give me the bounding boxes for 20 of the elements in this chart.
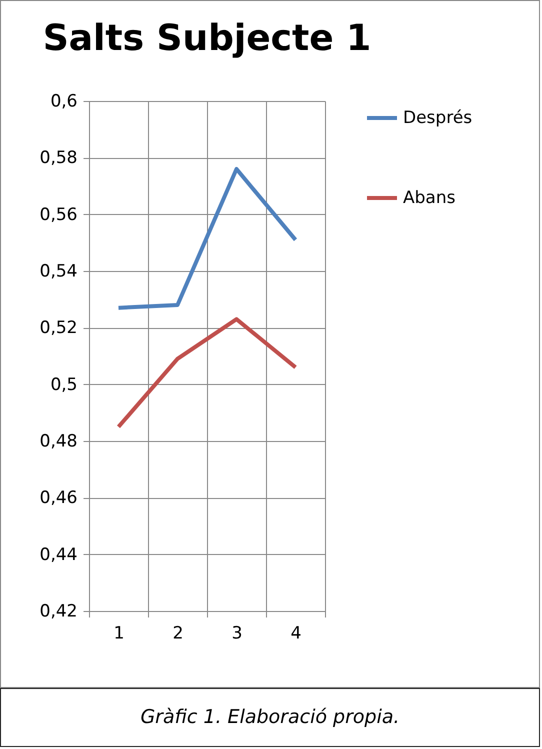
text: Gràfic 1. Elaboració propia. (0, 688, 540, 747)
y-tick-label: 0,44 (40, 544, 78, 565)
line-series (116, 317, 298, 429)
y-tick-label: 0,48 (40, 432, 78, 452)
y-tick-label: 0,56 (40, 204, 78, 225)
y-tick-label: 0,6 (50, 92, 78, 112)
chart-title: Salts Subjecte 1 (42, 18, 372, 59)
x-tick-label: 4 (290, 624, 302, 644)
legend-label: Després (403, 108, 472, 128)
line-series (116, 167, 298, 310)
legend-label: Abans (403, 188, 456, 208)
y-tick-label: 0,46 (40, 488, 78, 508)
y-tick-label: 0,54 (40, 262, 78, 282)
x-tick-label: 3 (232, 624, 242, 644)
y-tick-label: 0,58 (40, 148, 78, 168)
x-tick-label: 2 (172, 624, 184, 644)
x-tick-label: 1 (114, 624, 124, 644)
y-tick-label: 0,42 (40, 602, 78, 622)
y-tick-label: 0,5 (50, 374, 78, 395)
y-tick-label: 0,52 (40, 318, 78, 338)
